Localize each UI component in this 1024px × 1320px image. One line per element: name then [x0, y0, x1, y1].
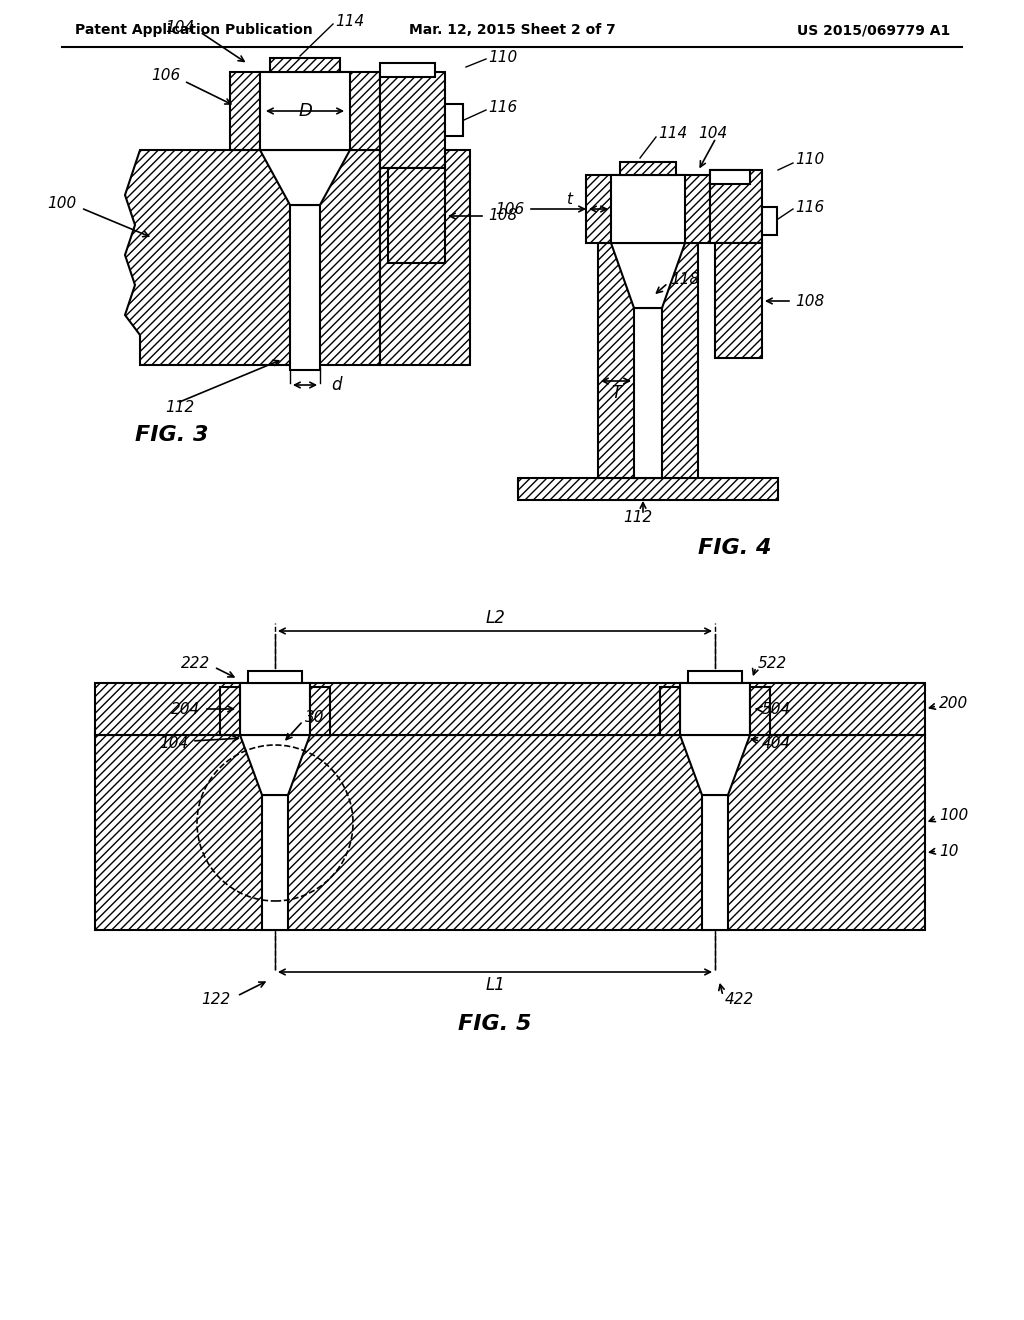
Bar — [380, 63, 435, 77]
Text: L2: L2 — [485, 609, 505, 627]
Bar — [688, 671, 742, 682]
Text: 100: 100 — [48, 195, 77, 210]
Text: 106: 106 — [495, 202, 524, 216]
Bar — [230, 73, 380, 150]
Text: 108: 108 — [488, 209, 517, 223]
Bar — [750, 686, 770, 735]
Bar — [620, 162, 676, 176]
Polygon shape — [240, 735, 310, 795]
Text: FIG. 4: FIG. 4 — [698, 539, 771, 558]
Bar — [518, 478, 778, 500]
Text: 106: 106 — [151, 69, 180, 83]
Text: 122: 122 — [201, 993, 230, 1007]
Text: t: t — [566, 191, 572, 206]
Bar — [95, 735, 925, 931]
Bar — [702, 795, 728, 931]
Bar — [270, 58, 340, 73]
Text: FIG. 5: FIG. 5 — [459, 1014, 531, 1034]
Bar — [248, 671, 302, 682]
Bar — [660, 686, 680, 735]
Bar — [445, 104, 463, 136]
Text: 104: 104 — [166, 20, 195, 34]
Bar — [710, 170, 762, 243]
Text: Mar. 12, 2015 Sheet 2 of 7: Mar. 12, 2015 Sheet 2 of 7 — [409, 22, 615, 37]
Text: 114: 114 — [335, 15, 365, 29]
Bar — [710, 170, 750, 183]
Bar — [634, 308, 662, 478]
Polygon shape — [260, 150, 350, 205]
Bar — [260, 73, 350, 150]
Text: 504: 504 — [762, 701, 792, 717]
Bar — [680, 682, 750, 735]
Text: 100: 100 — [939, 808, 969, 822]
Bar — [762, 207, 777, 235]
Text: FIG. 3: FIG. 3 — [135, 425, 209, 445]
Text: US 2015/069779 A1: US 2015/069779 A1 — [797, 22, 950, 37]
Text: T: T — [611, 384, 622, 403]
Polygon shape — [125, 150, 380, 366]
Bar — [220, 686, 240, 735]
Text: 30: 30 — [305, 710, 325, 725]
Text: 422: 422 — [725, 993, 755, 1007]
Text: 200: 200 — [939, 697, 969, 711]
Text: 10: 10 — [939, 843, 958, 858]
Bar — [611, 176, 685, 243]
Bar — [715, 243, 762, 358]
Text: 222: 222 — [181, 656, 210, 671]
Bar — [586, 176, 710, 243]
Text: 116: 116 — [488, 100, 517, 116]
Text: 104: 104 — [698, 127, 727, 141]
Text: D: D — [298, 102, 312, 120]
Bar — [290, 205, 319, 370]
Bar — [310, 686, 330, 735]
Text: Patent Application Publication: Patent Application Publication — [75, 22, 312, 37]
Bar — [380, 73, 445, 168]
Text: 110: 110 — [795, 153, 824, 168]
Text: 204: 204 — [171, 701, 200, 717]
Bar — [95, 682, 925, 735]
Text: d: d — [331, 376, 341, 393]
Text: 108: 108 — [795, 293, 824, 309]
Bar — [388, 168, 445, 263]
Polygon shape — [680, 735, 750, 795]
Text: 118: 118 — [670, 272, 699, 288]
Bar — [598, 243, 698, 478]
Text: L1: L1 — [485, 975, 505, 994]
Bar — [240, 682, 310, 735]
Text: 110: 110 — [488, 49, 517, 65]
Text: 112: 112 — [165, 400, 195, 414]
Text: 116: 116 — [795, 199, 824, 214]
Bar — [262, 795, 288, 931]
Text: 114: 114 — [658, 127, 687, 141]
Polygon shape — [611, 243, 685, 308]
Text: 522: 522 — [758, 656, 787, 671]
Text: 104: 104 — [159, 735, 188, 751]
Bar — [380, 150, 470, 366]
Text: 112: 112 — [624, 511, 652, 525]
Text: 404: 404 — [762, 735, 792, 751]
